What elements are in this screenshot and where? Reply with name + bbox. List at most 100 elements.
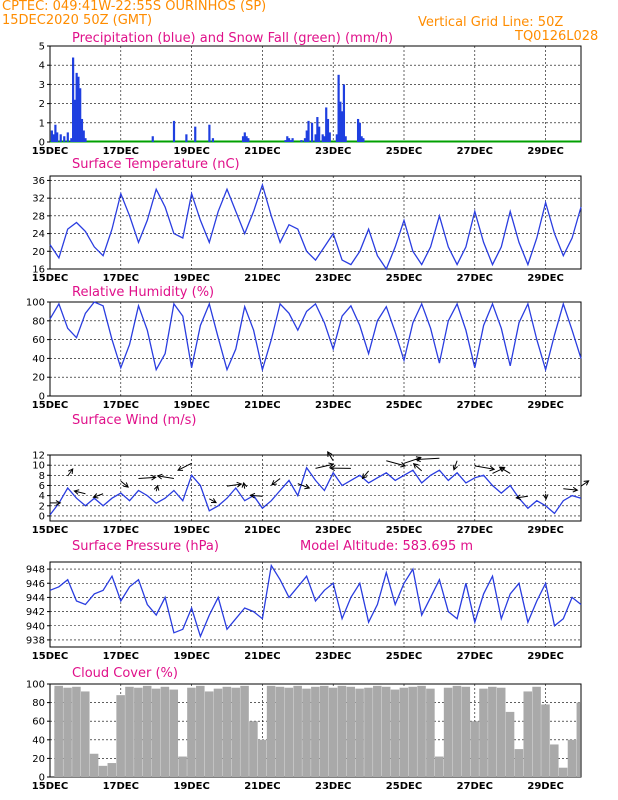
y-tick-label: 36 bbox=[32, 176, 45, 187]
wind-arrow bbox=[74, 490, 86, 495]
x-tick-label: 23DEC bbox=[315, 400, 351, 411]
y-tick-label: 10 bbox=[32, 461, 45, 472]
panel-title: Surface Pressure (hPa) bbox=[72, 539, 219, 554]
x-tick-label: 21DEC bbox=[244, 146, 280, 157]
wind-arrow-head bbox=[415, 456, 422, 462]
y-tick-label: 3 bbox=[39, 80, 45, 91]
cloud-bar bbox=[373, 685, 382, 777]
wind-arrow-head bbox=[498, 466, 505, 472]
x-tick-label: 27DEC bbox=[457, 651, 493, 662]
wind-arrow-head bbox=[241, 481, 248, 488]
cloud-bar bbox=[523, 691, 533, 777]
precip-bar bbox=[172, 120, 176, 142]
x-tick-label: 17DEC bbox=[103, 273, 139, 284]
wind-arrow-head bbox=[249, 492, 256, 499]
x-tick-label: 25DEC bbox=[386, 525, 422, 536]
precip-bar bbox=[241, 136, 245, 142]
precip-bar bbox=[80, 118, 84, 142]
precip-bar bbox=[342, 84, 346, 142]
precip-bar bbox=[84, 138, 87, 142]
cloud-bar bbox=[417, 685, 426, 777]
wind-arrow-head bbox=[177, 465, 184, 471]
cloud-bar bbox=[98, 765, 108, 777]
wind-arrow-head bbox=[150, 474, 157, 481]
x-tick-label: 17DEC bbox=[103, 525, 139, 536]
model-altitude: Model Altitude: 583.695 m bbox=[300, 539, 473, 554]
plot-frame bbox=[49, 175, 582, 270]
y-tick-label: 0 bbox=[39, 773, 45, 784]
y-tick-label: 28 bbox=[32, 211, 45, 222]
precip-bar bbox=[326, 118, 330, 142]
precip-bar bbox=[300, 140, 303, 142]
precip-bar bbox=[360, 136, 363, 142]
wind-arrow-head bbox=[68, 468, 74, 475]
wind-arrow bbox=[386, 460, 406, 467]
wind-arrow bbox=[271, 478, 281, 486]
cloud-bar bbox=[54, 685, 63, 777]
cloud-bar bbox=[302, 688, 311, 777]
precip-bar bbox=[185, 134, 188, 142]
cloud-bar bbox=[284, 687, 294, 777]
cloud-bar bbox=[231, 687, 240, 777]
cloud-bar bbox=[249, 721, 258, 777]
wind-arrow bbox=[297, 483, 310, 489]
wind-arrow bbox=[499, 466, 511, 474]
cloud-bar bbox=[116, 695, 125, 777]
cloud-bar bbox=[426, 688, 435, 777]
y-tick-label: 80 bbox=[32, 698, 45, 709]
y-tick-label: 0 bbox=[39, 138, 45, 149]
wind-arrow bbox=[362, 470, 369, 479]
wind-arrow-head bbox=[452, 464, 458, 471]
y-tick-label: 8 bbox=[39, 471, 45, 482]
precip-bar bbox=[286, 136, 289, 142]
cloud-bar bbox=[452, 685, 462, 777]
panel-title: Relative Humidity (%) bbox=[72, 285, 214, 300]
y-tick-label: 5 bbox=[39, 42, 45, 53]
cloud-bar bbox=[257, 739, 267, 777]
cloud-bar bbox=[461, 686, 471, 777]
wind-arrow-head bbox=[236, 481, 243, 488]
wind-arrow bbox=[315, 463, 334, 469]
x-tick-label: 29DEC bbox=[527, 525, 563, 536]
precip-bar bbox=[287, 138, 291, 142]
cloud-bar bbox=[178, 756, 187, 777]
x-tick-label: 27DEC bbox=[457, 400, 493, 411]
precip-bar bbox=[328, 132, 331, 142]
wind-arrow-head bbox=[271, 479, 277, 486]
precip-bar bbox=[247, 138, 250, 142]
y-tick-label: 16 bbox=[32, 265, 45, 276]
cloud-bar bbox=[293, 685, 302, 777]
cloud-bar bbox=[541, 704, 550, 777]
precip-bar bbox=[70, 138, 73, 142]
cloud-bar bbox=[328, 687, 338, 777]
x-tick-label: 29DEC bbox=[527, 273, 563, 284]
cloud-bar bbox=[80, 691, 90, 777]
wind-arrow-head bbox=[489, 465, 496, 472]
header-line1: CPTEC: 049:41W-22:55S OURINHOS (SP) bbox=[2, 0, 267, 14]
precip-bar bbox=[344, 136, 347, 142]
precip-bar bbox=[77, 76, 80, 142]
cloud-bar bbox=[346, 686, 356, 777]
wind-arrow bbox=[67, 468, 74, 477]
precip-bar bbox=[59, 134, 62, 142]
precip-bar bbox=[243, 132, 246, 142]
cloud-bar bbox=[337, 685, 347, 777]
cloud-bar bbox=[532, 686, 541, 777]
cloud-bar bbox=[479, 688, 488, 777]
y-tick-label: 40 bbox=[32, 735, 45, 746]
x-tick-label: 27DEC bbox=[457, 525, 493, 536]
precip-bar bbox=[72, 57, 75, 142]
precip-bar bbox=[194, 126, 197, 142]
wind-arrow-head bbox=[73, 489, 80, 495]
x-tick-label: 19DEC bbox=[173, 525, 209, 536]
panel-4: 15DEC 17DEC 19DEC 21DEC 23DEC 25DEC 27DEC 29DEC… bbox=[26, 539, 582, 662]
y-tick-label: 24 bbox=[32, 229, 45, 240]
x-tick-label: 19DEC bbox=[173, 400, 209, 411]
x-tick-label: 15DEC bbox=[32, 146, 68, 157]
precip-bar bbox=[341, 111, 344, 142]
x-tick-label: 21DEC bbox=[244, 273, 280, 284]
precip-bar bbox=[305, 130, 308, 142]
x-tick-label: 29DEC bbox=[527, 146, 563, 157]
x-tick-label: 27DEC bbox=[457, 146, 493, 157]
x-tick-label: 23DEC bbox=[315, 525, 351, 536]
